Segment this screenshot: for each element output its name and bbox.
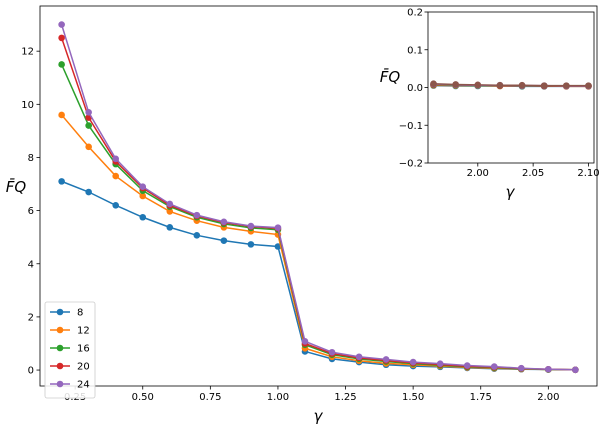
main-series-point-0 — [193, 232, 201, 239]
inset-x-tick-label: 2.00 — [467, 168, 489, 179]
legend-swatch-marker — [56, 344, 64, 352]
inset-series-point-5 — [563, 82, 570, 89]
main-x-tick-label: 1.25 — [334, 392, 356, 403]
main-series-point-4 — [572, 366, 579, 374]
legend-entry-label: 24 — [77, 380, 90, 391]
inset-y-tick-label: −0.2 — [399, 159, 423, 170]
main-series-point-4 — [220, 218, 228, 226]
inset-y-tick-label: 0.2 — [407, 8, 423, 19]
main-y-tick-label: 4 — [28, 259, 34, 270]
main-x-tick-label: 1.50 — [402, 392, 424, 403]
main-series-point-2 — [58, 61, 65, 68]
main-series-point-4 — [490, 363, 498, 370]
main-series-point-4 — [247, 222, 255, 230]
main-series-point-0 — [58, 178, 65, 185]
inset-y-tick-label: −0.1 — [399, 121, 423, 132]
main-series-line-4 — [60, 24, 576, 371]
main-series-point-4 — [463, 362, 471, 369]
main-series-point-4 — [166, 200, 174, 208]
main-series-point-4 — [382, 356, 390, 363]
inset-series-point-5 — [585, 82, 592, 89]
inset-x-tick-label: 2.05 — [522, 168, 544, 179]
main-series-point-0 — [247, 241, 255, 248]
main-series-point-2 — [85, 122, 92, 129]
legend-entry-label: 16 — [77, 344, 90, 355]
main-series-point-4 — [545, 365, 552, 373]
legend-entry-label: 20 — [77, 362, 90, 373]
main-series-point-4 — [85, 108, 92, 116]
main-series-point-1 — [85, 143, 92, 151]
main-x-tick-label: 0.50 — [132, 392, 154, 403]
legend-swatch-marker — [56, 308, 64, 316]
main-series-point-0 — [274, 243, 282, 250]
main-series-point-4 — [112, 155, 120, 163]
main-series-point-1 — [166, 208, 174, 215]
main-y-axis-label: F̄Q — [6, 177, 27, 196]
legend-entry-label: 12 — [77, 326, 90, 337]
inset-series-point-5 — [474, 81, 482, 89]
main-y-tick-label: 2 — [28, 312, 34, 323]
main-series-point-1 — [139, 192, 147, 200]
main-series-point-4 — [517, 364, 525, 372]
main-series-point-4 — [301, 338, 309, 345]
main-series-point-3 — [58, 34, 65, 42]
main-series-point-4 — [436, 360, 444, 367]
main-series-point-4 — [274, 224, 282, 231]
inset-series-point-5 — [518, 81, 526, 89]
main-x-tick-label: 2.00 — [537, 392, 559, 403]
main-x-tick-label: 1.00 — [267, 392, 289, 403]
main-series-point-4 — [139, 183, 147, 190]
main-y-tick-label: 6 — [28, 206, 34, 217]
main-series-point-4 — [355, 353, 363, 361]
inset-series-point-5 — [430, 80, 437, 88]
inset-series-point-5 — [540, 82, 548, 89]
inset-series-point-5 — [452, 81, 459, 88]
main-series-point-0 — [220, 237, 228, 244]
main-x-tick-label: 1.75 — [470, 392, 492, 403]
legend-swatch-marker — [56, 362, 64, 370]
inset-series-point-5 — [496, 81, 504, 89]
legend-swatch-marker — [56, 326, 64, 334]
main-y-tick-label: 0 — [28, 366, 34, 377]
main-series-point-0 — [139, 213, 147, 221]
main-x-axis-label: γ — [314, 407, 324, 425]
main-series-point-0 — [85, 188, 92, 196]
main-y-tick-label: 10 — [21, 100, 34, 111]
main-x-tick-label: 0.75 — [199, 392, 221, 403]
main-series-point-1 — [112, 172, 120, 180]
legend-entry-label: 8 — [77, 308, 83, 319]
main-y-tick-label: 12 — [21, 47, 34, 58]
main-series-point-0 — [166, 224, 174, 231]
main-y-tick-label: 8 — [28, 153, 34, 164]
main-series-point-4 — [58, 21, 65, 28]
main-series-point-1 — [58, 111, 65, 119]
legend-box — [44, 301, 96, 399]
inset-y-axis-label: F̄Q — [380, 67, 401, 86]
inset-x-axis-label: γ — [506, 183, 516, 201]
inset-y-tick-label: 0.0 — [407, 83, 423, 94]
main-series-point-4 — [409, 358, 417, 366]
main-series-point-4 — [193, 211, 201, 219]
main-series-point-4 — [328, 348, 336, 356]
inset-series-line-5 — [433, 82, 589, 87]
main-series-point-0 — [112, 202, 120, 209]
inset-y-tick-label: 0.1 — [407, 45, 423, 56]
inset-x-tick-label: 2.10 — [577, 168, 599, 179]
legend-swatch-marker — [56, 380, 64, 388]
